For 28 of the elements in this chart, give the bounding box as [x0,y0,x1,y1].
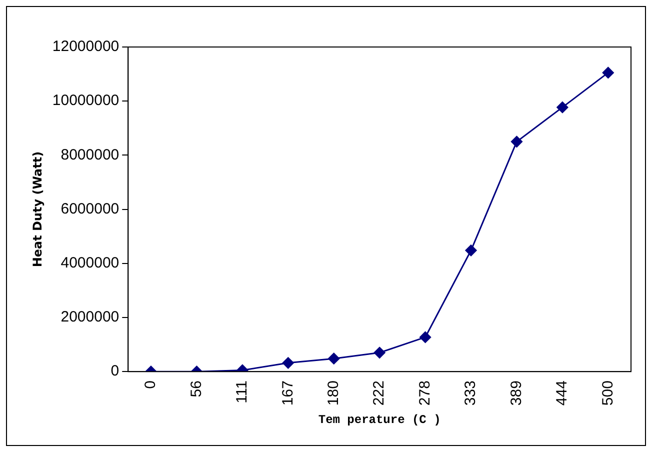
point [282,357,294,369]
x-tick-label: 222 [370,380,388,406]
y-tick-label: 4000000 [60,254,120,272]
x-tick-label: 444 [554,380,571,406]
x-tick-label: 389 [508,380,525,406]
point [328,352,340,364]
point [510,136,522,148]
x-tick-label: 56 [188,380,205,398]
x-tick-label: 167 [279,380,296,406]
x-tick-label: 111 [234,380,251,404]
y-tick-label: 2000000 [60,308,120,326]
point [374,346,386,358]
y-axis-title: Heat Duty (Watt) [30,151,44,268]
y-tick-label: 12000000 [52,38,120,56]
y-tick-label: 6000000 [60,200,120,218]
x-tick-label: 333 [462,380,480,406]
point [465,244,477,256]
x-axis-title: Tem perature (C ) [318,412,441,427]
x-tick-label: 0 [142,380,160,389]
y-tick-label: 0 [110,362,120,380]
point [602,66,614,78]
y-tick-label: 10000000 [52,92,120,110]
point [556,102,568,114]
x-tick-label: 180 [324,380,342,406]
point [420,331,432,343]
x-tick-label: 500 [599,380,616,406]
y-tick-label: 8000000 [60,146,120,164]
x-tick-label: 278 [416,380,434,406]
